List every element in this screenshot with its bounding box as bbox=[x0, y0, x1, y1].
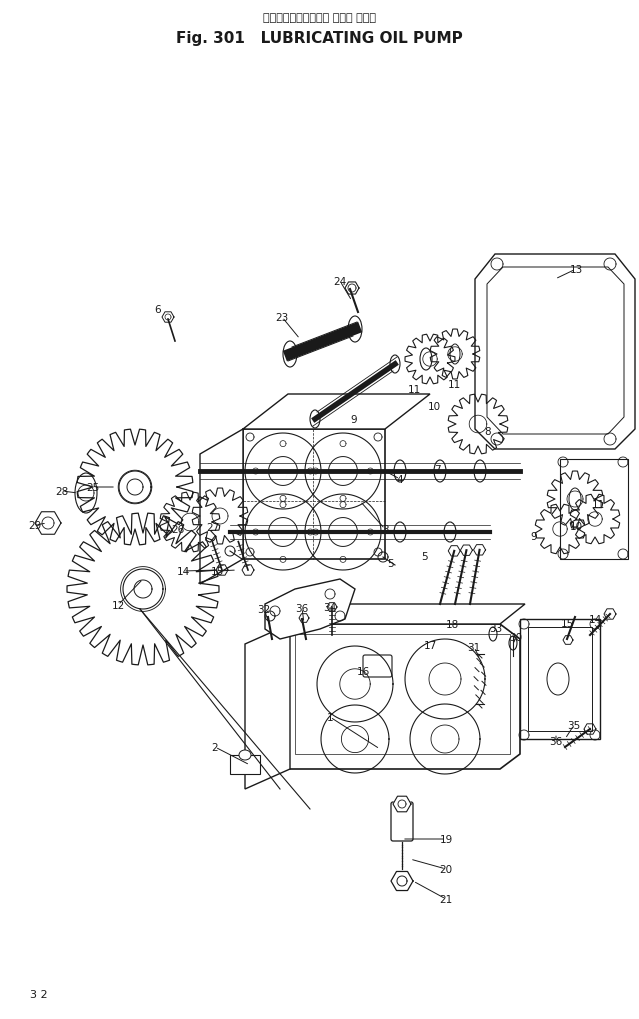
Text: Fig. 301   LUBRICATING OIL PUMP: Fig. 301 LUBRICATING OIL PUMP bbox=[176, 31, 463, 46]
Text: 30: 30 bbox=[509, 633, 523, 642]
Text: 26: 26 bbox=[171, 525, 185, 535]
FancyBboxPatch shape bbox=[391, 802, 413, 841]
FancyBboxPatch shape bbox=[363, 655, 392, 678]
Text: 9: 9 bbox=[530, 532, 537, 541]
Text: 5: 5 bbox=[420, 551, 427, 561]
Text: 3 2: 3 2 bbox=[30, 989, 48, 999]
Ellipse shape bbox=[75, 474, 97, 514]
Text: 34: 34 bbox=[323, 602, 337, 612]
Polygon shape bbox=[265, 580, 355, 639]
Text: 2: 2 bbox=[212, 742, 219, 752]
Polygon shape bbox=[391, 871, 413, 891]
Ellipse shape bbox=[394, 461, 406, 483]
Polygon shape bbox=[243, 394, 430, 430]
Polygon shape bbox=[35, 513, 61, 535]
Text: 8: 8 bbox=[485, 427, 491, 436]
Text: 1: 1 bbox=[327, 712, 334, 722]
Polygon shape bbox=[230, 755, 260, 774]
Text: 9: 9 bbox=[351, 415, 357, 425]
Text: 35: 35 bbox=[567, 720, 581, 731]
Text: 18: 18 bbox=[445, 620, 459, 630]
Text: 14: 14 bbox=[589, 614, 602, 625]
Ellipse shape bbox=[348, 317, 362, 342]
Text: 15: 15 bbox=[560, 619, 574, 629]
Text: 6: 6 bbox=[155, 305, 161, 315]
Text: 10: 10 bbox=[569, 522, 583, 532]
Text: 14: 14 bbox=[176, 567, 190, 577]
Ellipse shape bbox=[450, 344, 460, 365]
Ellipse shape bbox=[310, 411, 320, 429]
Text: ルーブリケーティング オイル ポンプ: ルーブリケーティング オイル ポンプ bbox=[263, 13, 376, 23]
Text: 11: 11 bbox=[591, 499, 604, 510]
Text: 32: 32 bbox=[258, 604, 271, 614]
Text: 19: 19 bbox=[440, 835, 452, 844]
Text: 36: 36 bbox=[550, 737, 562, 746]
Text: 24: 24 bbox=[334, 277, 346, 286]
Text: 31: 31 bbox=[467, 642, 481, 652]
Text: 27: 27 bbox=[206, 523, 220, 533]
Ellipse shape bbox=[569, 488, 581, 511]
Text: 21: 21 bbox=[440, 894, 452, 904]
Text: 28: 28 bbox=[56, 486, 68, 496]
Text: 4: 4 bbox=[397, 475, 403, 484]
Ellipse shape bbox=[474, 461, 486, 483]
Text: 11: 11 bbox=[447, 380, 461, 389]
Polygon shape bbox=[245, 625, 290, 790]
Text: 13: 13 bbox=[569, 265, 583, 275]
Polygon shape bbox=[200, 430, 243, 585]
Ellipse shape bbox=[239, 750, 251, 760]
Text: 20: 20 bbox=[440, 864, 452, 874]
Text: 36: 36 bbox=[295, 603, 309, 613]
Text: 33: 33 bbox=[489, 624, 503, 634]
Text: 29: 29 bbox=[28, 521, 42, 531]
Ellipse shape bbox=[420, 348, 432, 371]
Ellipse shape bbox=[283, 341, 297, 368]
Text: 15: 15 bbox=[210, 567, 224, 577]
Text: 10: 10 bbox=[427, 401, 440, 412]
Ellipse shape bbox=[390, 356, 400, 374]
Polygon shape bbox=[290, 604, 525, 625]
Text: 3: 3 bbox=[381, 525, 389, 535]
Text: 25: 25 bbox=[86, 483, 100, 492]
Polygon shape bbox=[393, 797, 411, 812]
Polygon shape bbox=[270, 625, 520, 769]
Text: 23: 23 bbox=[275, 313, 289, 323]
Polygon shape bbox=[520, 620, 600, 739]
Text: 17: 17 bbox=[424, 640, 436, 650]
Text: 16: 16 bbox=[357, 666, 369, 677]
Text: 11: 11 bbox=[408, 384, 420, 394]
Polygon shape bbox=[243, 430, 385, 559]
Ellipse shape bbox=[434, 461, 446, 483]
Text: 7: 7 bbox=[434, 465, 440, 475]
Ellipse shape bbox=[394, 523, 406, 542]
Text: 12: 12 bbox=[111, 600, 125, 610]
Text: 5: 5 bbox=[387, 558, 394, 569]
Ellipse shape bbox=[444, 523, 456, 542]
